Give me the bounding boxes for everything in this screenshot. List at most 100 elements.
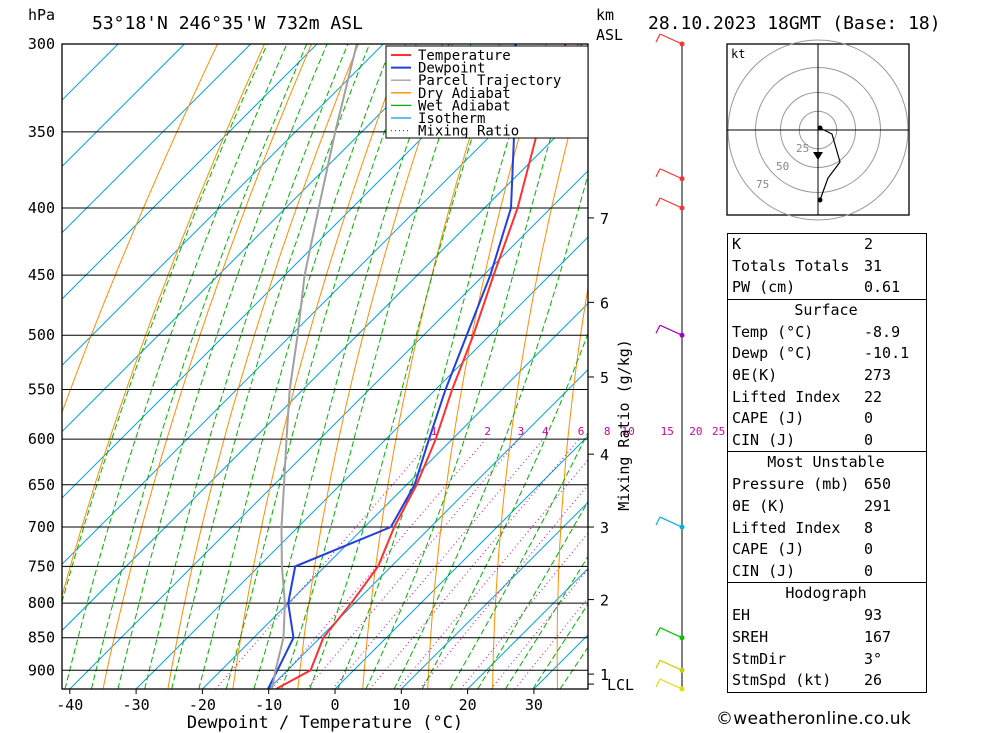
hodograph-ring-label: 25 (796, 142, 809, 155)
legend-label: Isotherm (418, 111, 485, 127)
dry-adiabat-line (62, 44, 265, 598)
pressure-tick-label: 700 (28, 518, 55, 536)
wet-adiabat-line (144, 44, 349, 689)
legend-label: Dewpoint (418, 61, 485, 77)
mixing-ratio-line (514, 597, 588, 689)
km-label: km (596, 6, 614, 24)
index-value: 2 (864, 235, 874, 253)
index-value: 0.61 (864, 278, 901, 297)
surface-value: 0 (864, 430, 874, 449)
wet-adiabat-line (171, 44, 371, 689)
most-unstable-value: 291 (864, 496, 892, 515)
hodograph-stat-label: StmDir (732, 649, 787, 668)
mixing-ratio-line (369, 438, 580, 689)
surface-label: CAPE (J) (732, 409, 805, 428)
isotherm-line (69, 170, 588, 689)
isotherm-line (62, 44, 583, 565)
most-unstable-value: 8 (864, 518, 874, 537)
most-unstable-value: 0 (864, 540, 874, 559)
hodograph-unit: kt (731, 47, 745, 61)
pressure-tick-label: 550 (28, 381, 55, 399)
hodograph-stat-row: SREH 167 (728, 627, 926, 649)
surface-row: Temp (°C) -8.9 (728, 322, 926, 344)
dry-adiabat-line (427, 44, 547, 689)
wet-adiabat-line (532, 603, 588, 689)
series-parcel-trajectory (271, 44, 358, 689)
wet-adiabat-line (117, 44, 328, 689)
pressure-tick-label: 850 (28, 629, 55, 647)
wet-adiabat-line (198, 44, 393, 689)
x-axis-label: Dewpoint / Temperature (°C) (187, 713, 463, 733)
hodograph: 25 50 75 kt (726, 39, 910, 221)
km-tick-label: 6 (600, 294, 609, 312)
temp-tick-label: 10 (392, 696, 410, 714)
mixing-ratio-tick-label: 10 (621, 425, 634, 438)
surface-label: Temp (°C) (732, 322, 814, 341)
dry-adiabat-line (959, 44, 1000, 689)
pressure-tick-label: 800 (28, 594, 55, 612)
wind-barb-flag (655, 660, 661, 669)
wet-adiabat-line (64, 44, 288, 689)
wet-adiabat-line (449, 431, 588, 689)
index-label: Totals Totals (732, 256, 850, 275)
mixing-ratio-tick-label: 8 (604, 425, 611, 438)
mixing-ratio-line (215, 438, 433, 689)
surface-row: Dewp (°C) -10.1 (728, 343, 926, 365)
wet-adiabat-line (337, 44, 539, 689)
km-tick-label: 2 (600, 592, 609, 610)
legend-label: Mixing Ratio (418, 124, 519, 140)
mixing-ratio-tick-label: 3 (518, 425, 525, 438)
dry-adiabat-line (492, 61, 588, 689)
legend-label: Parcel Trajectory (418, 73, 561, 89)
mixing-ratio-tick-label: 15 (661, 425, 674, 438)
dry-adiabat-line (362, 44, 500, 689)
wet-adiabat-line (393, 172, 588, 689)
wet-adiabat-line (225, 44, 417, 689)
hodograph-ring-label: 50 (776, 160, 789, 173)
isotherm-line (268, 368, 588, 689)
hodograph-trace (819, 127, 841, 201)
index-value: 31 (864, 256, 883, 275)
location-title: 53°18'N 246°35'W 732m ASL (92, 13, 363, 34)
mixing-ratio-axis-label: Mixing Ratio (g/kg) (615, 339, 633, 511)
dry-adiabat-line (297, 44, 453, 689)
temperature-tick-labels: -40 -30 -20 -10 0 10 20 30 (56, 689, 543, 714)
most-unstable-title: Most Unstable (767, 453, 885, 472)
most-unstable-row: CIN (J) 0 (728, 561, 926, 583)
mixing-ratio-line (397, 458, 588, 689)
km-tick-label: 4 (600, 446, 609, 464)
temp-tick-label: -10 (255, 696, 282, 714)
wind-barb-flag (655, 678, 661, 688)
surface-value: -10.1 (864, 344, 910, 363)
mixing-ratio-tick-label: 4 (542, 425, 549, 438)
mixing-ratio-tick-label: 1 (431, 425, 438, 438)
wind-barb (659, 516, 683, 528)
wind-barb (659, 197, 683, 209)
most-unstable-label: CAPE (J) (732, 540, 805, 559)
hodograph-end-dot (817, 197, 823, 203)
isotherm-line (62, 44, 517, 499)
hodograph-stat-label: StmSpd (kt) (732, 671, 832, 690)
hodograph-stat-row: StmSpd (kt) 26 (728, 670, 926, 692)
isotherm-line (334, 435, 588, 689)
temp-tick-label: -20 (189, 696, 216, 714)
plot-frame (61, 43, 589, 690)
wind-barb (659, 324, 683, 336)
surface-label: Dewp (°C) (732, 344, 814, 363)
pressure-tick-label: 500 (28, 326, 55, 344)
mixing-ratio-labels: 1 2 3 4 6 8 10 15 20 25 (431, 425, 726, 438)
hodograph-stat-row: EH 93 (728, 605, 926, 627)
pressure-tick-label: 900 (28, 661, 55, 679)
km-tick-label: 5 (600, 369, 609, 387)
hodograph-ring-label: 75 (756, 178, 769, 191)
pressure-tick-label: 650 (28, 476, 55, 494)
km-tick-label: 7 (600, 210, 609, 228)
mixing-ratio-line (419, 484, 588, 689)
storm-motion-marker (813, 152, 823, 160)
index-label: PW (cm) (732, 278, 796, 297)
footer-credit: ©weatheronline.co.uk (716, 709, 912, 729)
temp-tick-label: -30 (123, 696, 150, 714)
km-tick-label: LCL (607, 676, 634, 694)
